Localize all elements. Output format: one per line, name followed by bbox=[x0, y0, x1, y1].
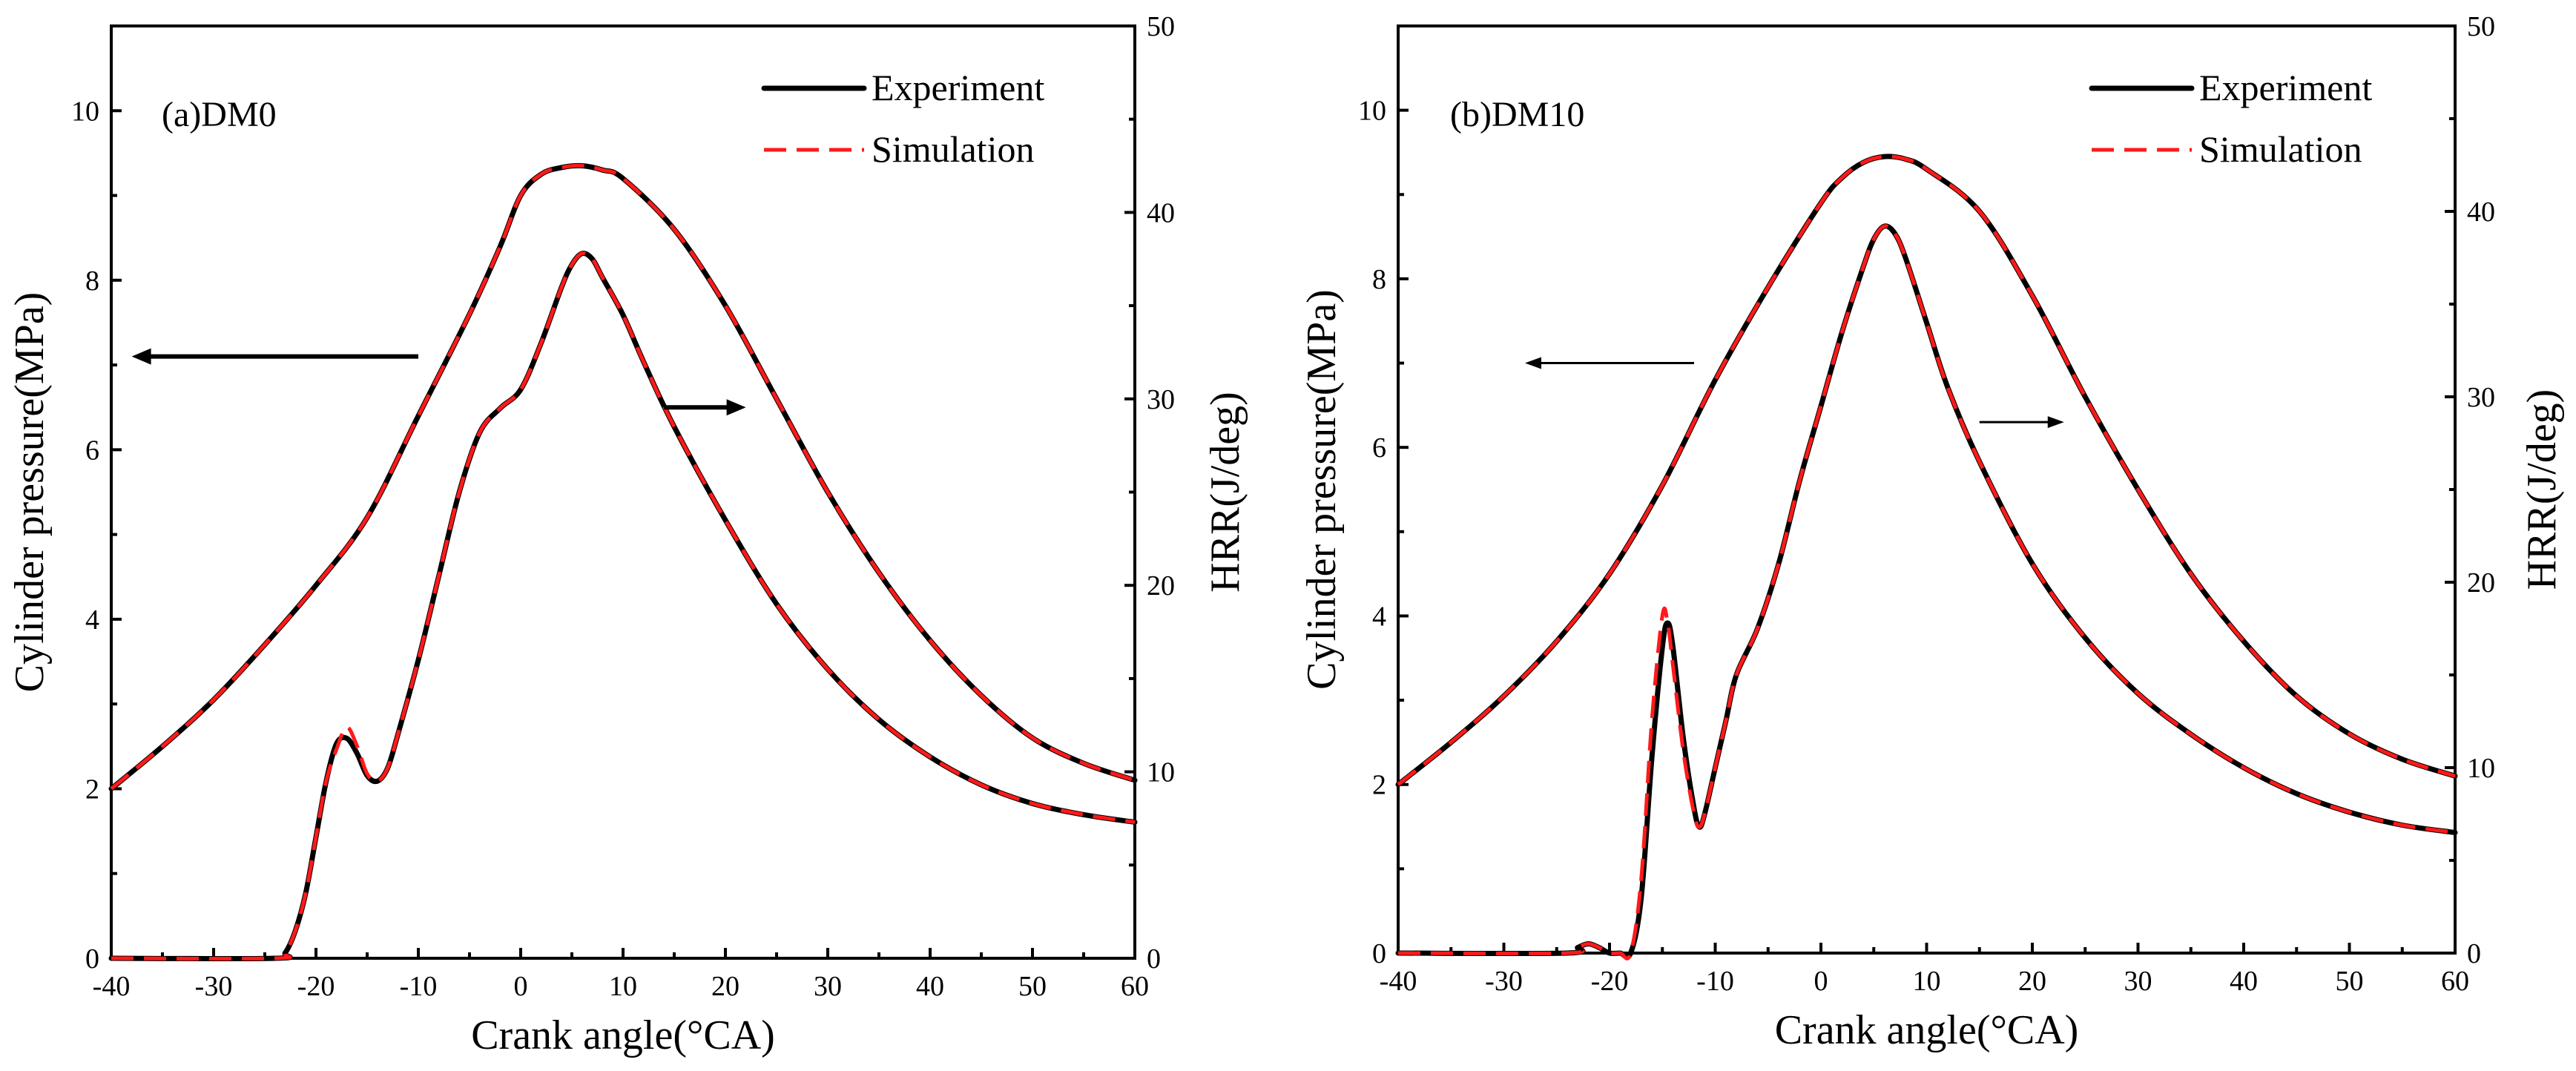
series-experiment-pressure bbox=[1395, 154, 2458, 788]
legend-label-experiment: Experiment bbox=[872, 67, 1044, 108]
x-tick-label: -20 bbox=[297, 971, 335, 1002]
x-tick-label: 20 bbox=[711, 971, 739, 1002]
y-right-tick-label: 20 bbox=[1147, 570, 1175, 602]
legend-label-simulation: Simulation bbox=[872, 128, 1034, 170]
x-tick-label: -20 bbox=[1591, 966, 1629, 997]
arrow-right-head bbox=[726, 399, 746, 416]
x-tick-label: 0 bbox=[514, 971, 528, 1002]
y-right-axis-title: HRR(J/deg) bbox=[1202, 392, 1248, 593]
y-left-tick-label: 0 bbox=[85, 943, 99, 975]
y-left-axis-title: Cylinder pressure(MPa) bbox=[1299, 289, 1345, 690]
legend-label-experiment: Experiment bbox=[2199, 67, 2372, 108]
arrow-left-head bbox=[131, 348, 151, 365]
y-left-tick-label: 6 bbox=[1372, 432, 1386, 464]
y-right-axis-title: HRR(J/deg) bbox=[2519, 389, 2565, 590]
x-tick-label: -10 bbox=[1696, 966, 1734, 997]
x-tick-label: 60 bbox=[1121, 971, 1149, 1002]
series-simulation-hrr bbox=[1397, 224, 2456, 960]
y-right-tick-label: 50 bbox=[1147, 11, 1175, 42]
x-tick-label: -30 bbox=[195, 971, 233, 1002]
y-right-tick-label: 20 bbox=[2467, 567, 2495, 599]
series-experiment-hrr bbox=[1395, 223, 2458, 960]
arrow-right-head bbox=[2047, 416, 2064, 429]
panel-label: (a)DM0 bbox=[162, 95, 277, 134]
x-tick-label: 30 bbox=[2124, 966, 2152, 997]
y-left-tick-label: 2 bbox=[85, 774, 99, 805]
series-simulation-pressure bbox=[110, 163, 1136, 791]
panel-label: (b)DM10 bbox=[1450, 95, 1584, 134]
x-tick-label: 50 bbox=[2336, 966, 2364, 997]
x-axis-title: Crank angle(°CA) bbox=[471, 1012, 775, 1058]
series-simulation-pressure bbox=[1397, 154, 2456, 786]
x-tick-label: -10 bbox=[400, 971, 438, 1002]
x-tick-label: 10 bbox=[609, 971, 637, 1002]
x-tick-label: -30 bbox=[1485, 966, 1523, 997]
chart-panel-0: -40 -30 -20 -10 0 10 20 30 40 50 60024681001020304… bbox=[7, 11, 1248, 1058]
x-tick-label: 10 bbox=[1913, 966, 1941, 997]
x-tick-label: 20 bbox=[2018, 966, 2046, 997]
y-left-tick-label: 10 bbox=[1358, 96, 1386, 127]
x-axis-title: Crank angle(°CA) bbox=[1775, 1007, 2079, 1053]
y-left-tick-label: 0 bbox=[1372, 938, 1386, 969]
y-right-tick-label: 40 bbox=[2467, 197, 2495, 228]
series-simulation-hrr bbox=[111, 251, 1136, 961]
chart-panel-1: -40 -30 -20 -10 0 10 20 30 40 50 60024681001020304… bbox=[1299, 11, 2565, 1053]
y-left-axis-title: Cylinder pressure(MPa) bbox=[7, 292, 53, 693]
x-tick-label: 40 bbox=[2230, 966, 2258, 997]
y-left-tick-label: 8 bbox=[85, 266, 99, 297]
y-right-tick-label: 50 bbox=[2467, 11, 2495, 42]
y-right-tick-label: 0 bbox=[2467, 938, 2481, 969]
y-right-tick-label: 40 bbox=[1147, 197, 1175, 228]
y-right-tick-label: 30 bbox=[2467, 382, 2495, 413]
x-tick-label: -40 bbox=[1380, 966, 1417, 997]
arrow-left-head bbox=[1525, 357, 1541, 369]
y-right-tick-label: 0 bbox=[1147, 943, 1161, 975]
x-tick-label: 60 bbox=[2441, 966, 2469, 997]
legend-label-simulation: Simulation bbox=[2199, 128, 2362, 170]
x-tick-label: 50 bbox=[1018, 971, 1047, 1002]
y-right-tick-label: 10 bbox=[2467, 753, 2495, 784]
y-right-tick-label: 30 bbox=[1147, 384, 1175, 415]
y-left-tick-label: 4 bbox=[1372, 601, 1386, 632]
x-tick-label: 30 bbox=[814, 971, 842, 1002]
y-left-tick-label: 6 bbox=[85, 435, 99, 466]
series-experiment-hrr bbox=[108, 250, 1138, 962]
y-left-tick-label: 8 bbox=[1372, 264, 1386, 295]
y-left-tick-label: 2 bbox=[1372, 770, 1386, 801]
y-right-tick-label: 10 bbox=[1147, 757, 1175, 788]
x-tick-label: -40 bbox=[93, 971, 131, 1002]
y-left-tick-label: 10 bbox=[71, 96, 99, 127]
x-tick-label: 0 bbox=[1814, 966, 1828, 997]
x-tick-label: 40 bbox=[916, 971, 944, 1002]
y-left-tick-label: 4 bbox=[85, 604, 99, 636]
